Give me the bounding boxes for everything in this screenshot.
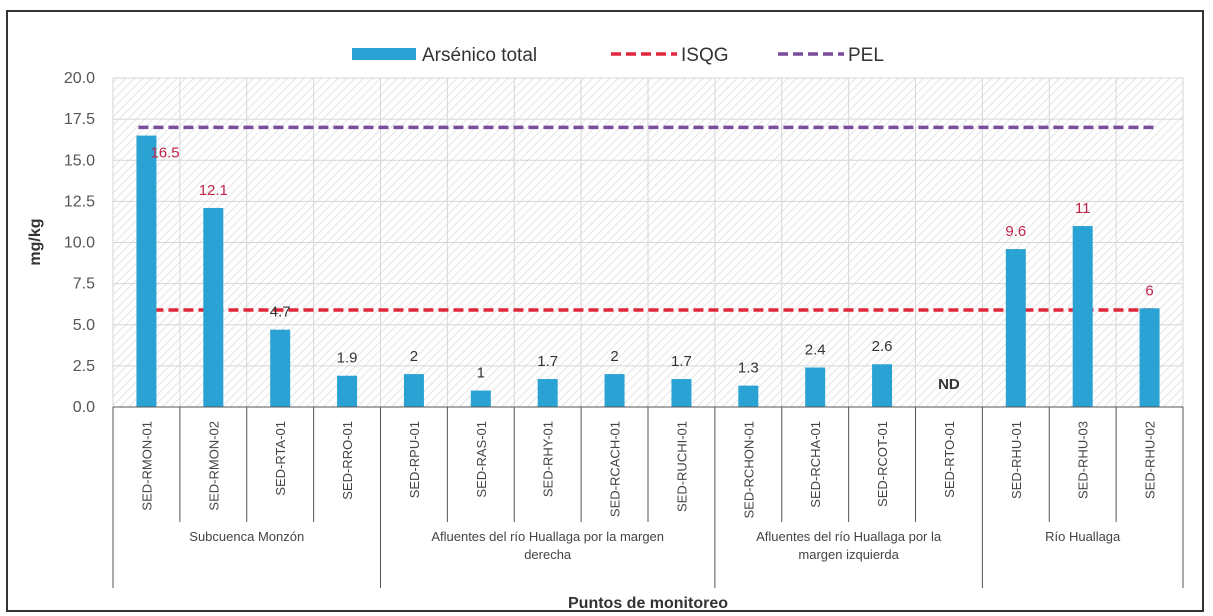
y-tick-label: 2.5 (73, 358, 95, 375)
x-category-label: SED-RRO-01 (340, 421, 355, 500)
x-category-label: SED-RHU-01 (1009, 421, 1024, 499)
bar (337, 375, 358, 407)
x-category-label: SED-RHU-03 (1076, 421, 1091, 499)
x-category-label: SED-RAS-01 (474, 421, 489, 498)
data-label: 1.9 (337, 350, 358, 367)
data-label: 6 (1145, 282, 1153, 299)
bar (671, 379, 692, 407)
bar (1005, 249, 1026, 407)
legend-label: Arsénico total (422, 45, 537, 66)
bar (738, 385, 759, 407)
y-tick-label: 7.5 (73, 276, 95, 293)
x-category-label: SED-RCHON-01 (741, 421, 756, 519)
bar (1072, 226, 1093, 407)
y-tick-label: 5.0 (73, 317, 95, 334)
y-tick-label: 10.0 (64, 235, 95, 252)
x-category-label: SED-RMON-02 (206, 421, 221, 511)
data-label: 9.6 (1005, 223, 1026, 240)
y-tick-label: 17.5 (64, 111, 95, 128)
data-label: 2 (610, 348, 618, 365)
x-category-label: SED-RCHA-01 (808, 421, 823, 508)
data-label: 2.4 (805, 342, 826, 359)
data-label: 12.1 (199, 182, 228, 199)
gridlines (112, 77, 1184, 408)
bar (537, 379, 558, 407)
legend-label: PEL (848, 45, 884, 66)
data-label: ND (938, 376, 960, 393)
x-category-label: SED-RTO-01 (942, 421, 957, 498)
x-group-label: Afluentes del río Huallaga por la (756, 529, 942, 544)
data-label: 2 (410, 348, 418, 365)
data-label: 1.7 (537, 353, 558, 370)
bar (1139, 308, 1160, 407)
reference-lines (138, 125, 1158, 312)
data-label: 11 (1075, 200, 1091, 217)
x-group-label: Subcuenca Monzón (189, 529, 304, 544)
data-label: 16.5 (150, 145, 179, 162)
bar (872, 364, 893, 407)
x-group-label: Río Huallaga (1045, 529, 1121, 544)
data-label: 2.6 (872, 338, 893, 355)
x-group-label: Afluentes del río Huallaga por la margen (431, 529, 664, 544)
x-axis-title: Puntos de monitoreo (568, 595, 728, 612)
x-group-label: derecha (524, 547, 572, 562)
bar (403, 374, 424, 407)
y-tick-label: 15.0 (64, 152, 95, 169)
x-category-label: SED-RTA-01 (273, 421, 288, 496)
bar (203, 207, 224, 407)
axes: 0.0 2.5 5.0 7.5 10.0 12.5 15.0 17.5 20.0 SED-RMON… (64, 70, 1184, 588)
y-axis-title: mg/kg (27, 218, 44, 265)
bar (136, 135, 157, 407)
legend-swatch-bar (352, 48, 416, 60)
data-label: 1 (477, 365, 485, 382)
x-category-label: SED-RPU-01 (407, 421, 422, 498)
bar (470, 390, 491, 407)
legend: Arsénico total ISQG PEL (352, 45, 884, 66)
x-category-label: SED-RUCHI-01 (674, 421, 689, 512)
x-category-label: SED-RCOT-01 (875, 421, 890, 507)
data-label: 1.7 (671, 353, 692, 370)
y-tick-label: 0.0 (73, 399, 95, 416)
bars (136, 135, 1160, 407)
bar (805, 367, 826, 407)
y-tick-label: 12.5 (64, 193, 95, 210)
bar (270, 329, 291, 407)
x-category-label: SED-RCACH-01 (608, 421, 623, 517)
data-labels: 16.5 12.1 4.7 1.9 2 1 1.7 2 1.7 1.3 2.4 2.6 ND 9.6 11 6 (150, 145, 1153, 393)
data-label: 4.7 (270, 304, 291, 321)
x-group-label: margen izquierda (798, 547, 899, 562)
x-category-label: SED-RMON-01 (139, 421, 154, 511)
y-tick-label: 20.0 (64, 70, 95, 87)
x-category-label: SED-RHU-02 (1143, 421, 1158, 499)
legend-label: ISQG (681, 45, 729, 66)
x-category-label: SED-RHY-01 (541, 421, 556, 497)
bar (604, 374, 625, 407)
data-label: 1.3 (738, 360, 759, 377)
